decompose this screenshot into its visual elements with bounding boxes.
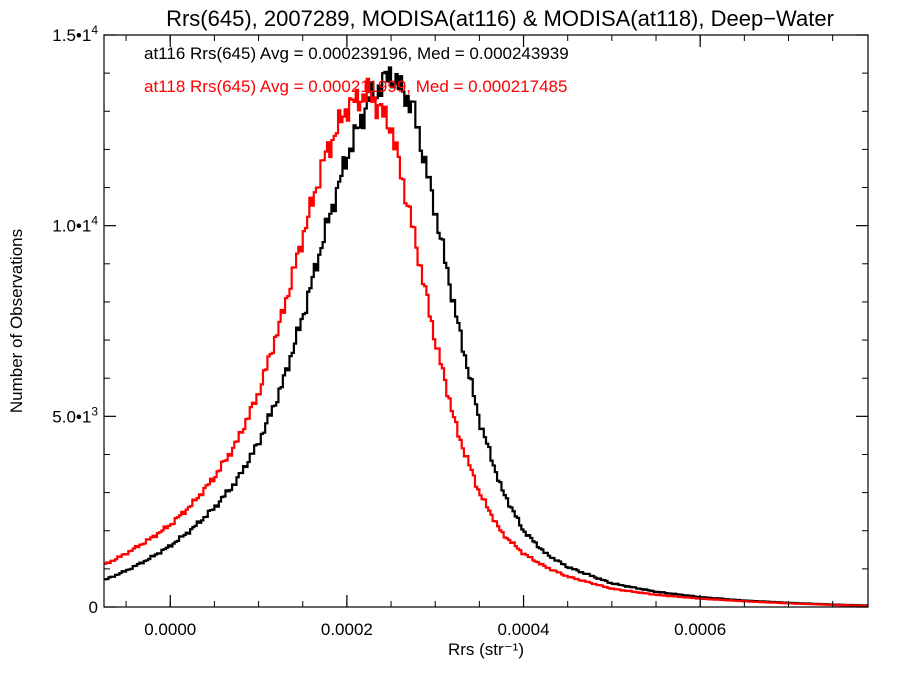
y-axis-label: Number of Observations [7,229,26,413]
x-tick-label: 0.0002 [321,620,373,639]
x-axis-label: Rrs (str⁻¹) [448,640,524,659]
series-layer [104,66,868,607]
series-line-1 [104,77,868,607]
y-tick-label: 5.0•13 [52,404,98,426]
series-line-0 [104,66,868,607]
x-tick-label: 0.0004 [498,620,550,639]
x-axis: 0.0000 0.0002 0.0004 0.0006 [125,35,834,639]
plot-frame [103,34,869,608]
y-tick-label: 1.5•14 [52,23,98,45]
x-tick-label: 0.0000 [144,620,196,639]
chart-title: Rrs(645), 2007289, MODISA(at116) & MODIS… [166,6,834,31]
y-axis: 0 5.0•13 1.0•14 1.5•14 [52,23,868,617]
legend-annotation-at116: at116 Rrs(645) Avg = 0.000239196, Med = … [144,44,569,63]
x-tick-label: 0.0006 [674,620,726,639]
legend-annotation-at118: at118 Rrs(645) Avg = 0.000211999, Med = … [144,77,567,96]
y-tick-label: 0 [89,598,98,617]
y-tick-label: 1.0•14 [52,214,98,236]
